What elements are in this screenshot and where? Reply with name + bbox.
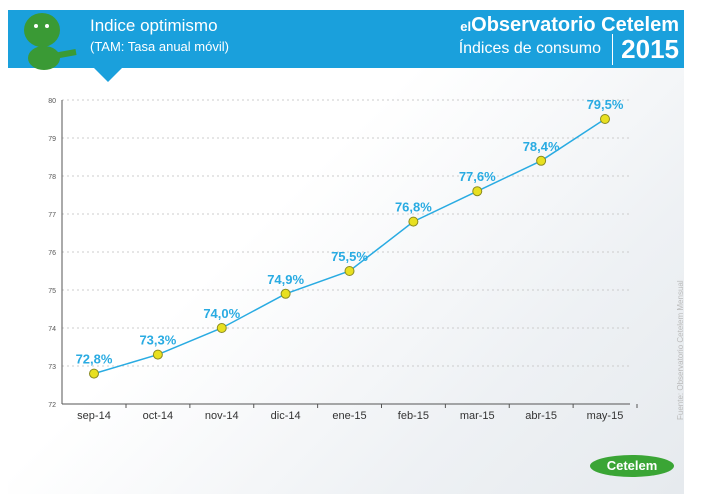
y-tick-label: 79 (48, 136, 56, 143)
data-label: 72,8% (76, 352, 113, 367)
brand-year: 2015 (612, 34, 679, 65)
data-label: 75,5% (331, 249, 368, 264)
data-point (536, 155, 547, 166)
x-tick-label: oct-14 (143, 410, 174, 422)
brand-subtitle: Índices de consumo (458, 40, 601, 57)
y-tick-label: 74 (48, 326, 56, 333)
data-point (408, 216, 419, 227)
x-tick-label: nov-14 (205, 410, 239, 422)
data-point (344, 266, 355, 276)
data-point (216, 323, 227, 333)
brand-title: elObservatorio Cetelem (460, 14, 679, 37)
y-tick-label: 78 (48, 174, 56, 181)
chart-subtitle: (TAM: Tasa anual móvil) (90, 39, 229, 54)
x-tick-label: may-15 (587, 410, 624, 422)
header-notch (94, 68, 122, 82)
x-tick-label: sep-14 (77, 410, 111, 422)
chart-title: Indice optimismo (90, 16, 218, 35)
y-tick-label: 80 (48, 98, 56, 105)
y-tick-label: 76 (48, 250, 56, 257)
data-label: 74,9% (267, 272, 304, 287)
brand-prefix: el (460, 19, 472, 34)
data-point (600, 114, 610, 124)
data-point (280, 288, 291, 299)
header-banner (8, 10, 684, 68)
x-tick-label: mar-15 (460, 410, 495, 422)
data-label: 73,3% (139, 333, 176, 348)
data-label: 77,6% (459, 169, 496, 184)
y-tick-label: 73 (48, 364, 56, 371)
data-point (472, 186, 483, 197)
data-label: 79,5% (587, 97, 624, 112)
y-tick-label: 72 (48, 402, 56, 409)
source-note: Fuente: Observatorio Cetelem Mensual (676, 280, 685, 420)
x-tick-label: ene-15 (332, 410, 366, 422)
x-tick-label: feb-15 (398, 410, 429, 422)
cetelem-logo: Cetelem (590, 455, 674, 477)
mascot-icon (24, 13, 77, 70)
data-label: 76,8% (395, 200, 432, 215)
x-tick-label: dic-14 (271, 410, 301, 422)
y-tick-label: 75 (48, 288, 56, 295)
background (8, 10, 684, 494)
y-tick-label: 77 (48, 212, 56, 219)
data-label: 78,4% (523, 139, 560, 154)
data-point (152, 349, 163, 360)
data-label: 74,0% (203, 306, 240, 321)
brand-name: Observatorio Cetelem (471, 14, 679, 36)
data-point (89, 368, 99, 379)
x-tick-label: abr-15 (525, 410, 557, 422)
